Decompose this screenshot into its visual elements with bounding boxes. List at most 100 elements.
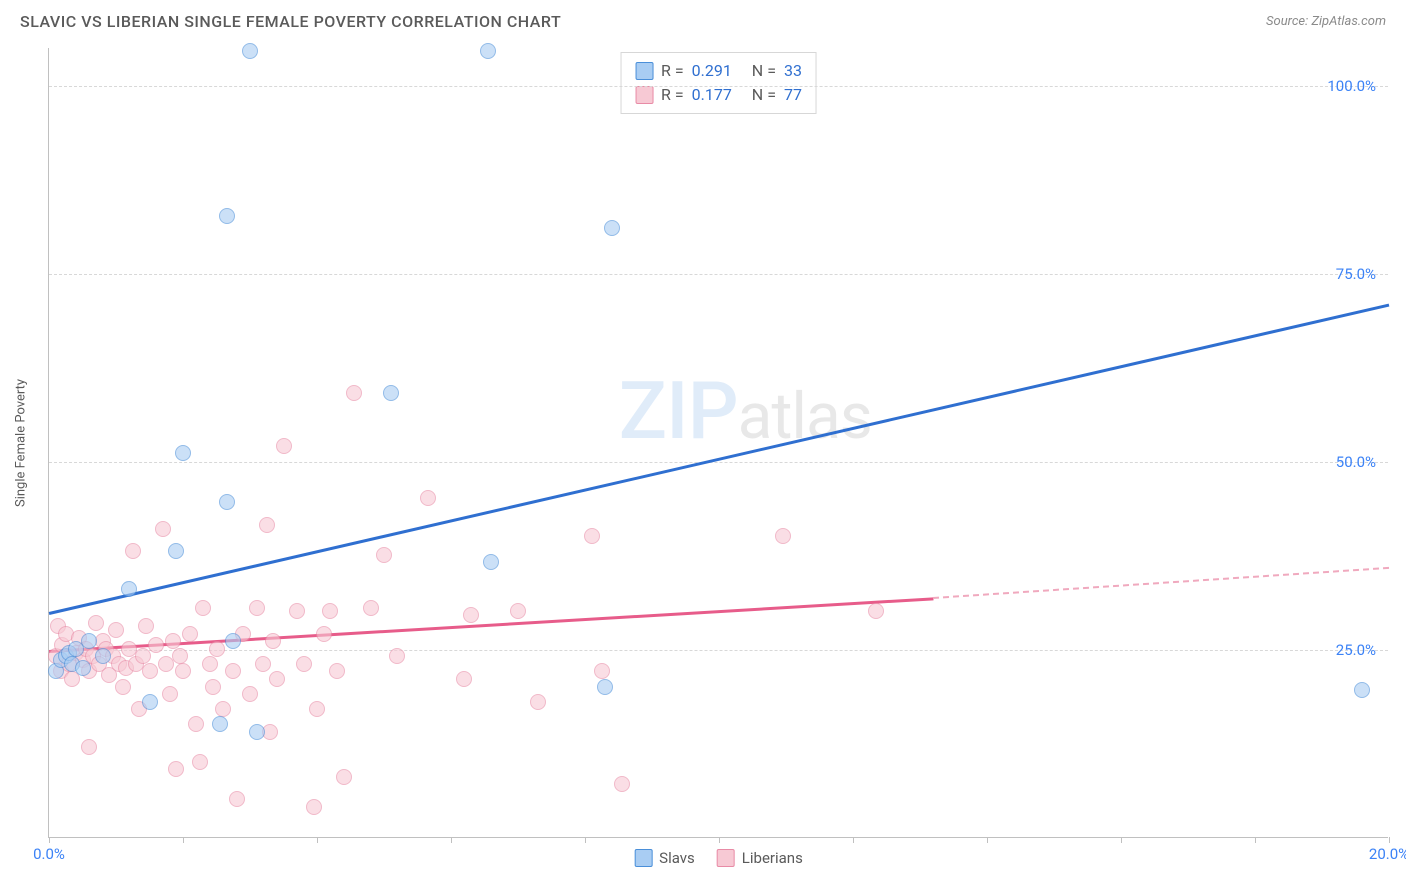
x-tick-label: 20.0% <box>1369 845 1406 863</box>
data-point-slavs <box>219 494 235 510</box>
y-tick-label: 100.0% <box>1327 77 1376 95</box>
x-tick-mark <box>853 837 854 843</box>
swatch-slavs-icon <box>635 62 653 80</box>
data-point-liberians <box>614 776 630 792</box>
legend-item-slavs: Slavs <box>634 849 695 867</box>
data-point-slavs <box>175 445 191 461</box>
data-point-slavs <box>219 208 235 224</box>
gridline <box>49 462 1388 463</box>
swatch-slavs-icon <box>634 849 652 867</box>
y-tick-label: 25.0% <box>1336 641 1376 659</box>
chart-title: SLAVIC VS LIBERIAN SINGLE FEMALE POVERTY… <box>20 12 561 31</box>
data-point-liberians <box>125 543 141 559</box>
data-point-slavs <box>383 385 399 401</box>
data-point-liberians <box>138 618 154 634</box>
data-point-liberians <box>276 438 292 454</box>
x-tick-mark <box>1121 837 1122 843</box>
data-point-liberians <box>148 637 164 653</box>
data-point-liberians <box>594 663 610 679</box>
x-tick-mark <box>585 837 586 843</box>
data-point-liberians <box>269 671 285 687</box>
legend-item-liberians: Liberians <box>717 849 803 867</box>
data-point-liberians <box>142 663 158 679</box>
data-point-slavs <box>75 660 91 676</box>
data-point-liberians <box>115 679 131 695</box>
x-tick-mark <box>719 837 720 843</box>
x-tick-mark <box>1389 837 1390 843</box>
gridline <box>49 274 1388 275</box>
data-point-liberians <box>584 528 600 544</box>
source-credit: Source: ZipAtlas.com <box>1266 14 1386 29</box>
data-point-slavs <box>142 694 158 710</box>
data-point-liberians <box>420 490 436 506</box>
data-point-liberians <box>296 656 312 672</box>
data-point-liberians <box>322 603 338 619</box>
data-point-slavs <box>225 633 241 649</box>
x-tick-mark <box>49 837 50 843</box>
data-point-liberians <box>316 626 332 642</box>
x-tick-label: 0.0% <box>33 845 65 863</box>
y-axis-label: Single Female Poverty <box>14 378 29 506</box>
data-point-slavs <box>483 554 499 570</box>
data-point-liberians <box>376 547 392 563</box>
data-point-liberians <box>175 663 191 679</box>
data-point-slavs <box>81 633 97 649</box>
watermark: ZIPatlas <box>619 364 872 458</box>
data-point-liberians <box>363 600 379 616</box>
series-legend: Slavs Liberians <box>634 849 803 867</box>
data-point-liberians <box>530 694 546 710</box>
data-point-liberians <box>229 791 245 807</box>
data-point-liberians <box>135 648 151 664</box>
swatch-liberians-icon <box>717 849 735 867</box>
chart-frame: ZIPatlas Single Female Poverty R = 0.291… <box>48 48 1388 838</box>
data-point-liberians <box>155 521 171 537</box>
correlation-legend: R = 0.291 N = 33 R = 0.177 N = 77 <box>620 52 817 114</box>
trend-line-liberians <box>49 597 934 652</box>
y-tick-label: 75.0% <box>1336 265 1376 283</box>
data-point-liberians <box>306 799 322 815</box>
data-point-liberians <box>165 633 181 649</box>
plot-area: ZIPatlas Single Female Poverty R = 0.291… <box>49 48 1388 837</box>
data-point-liberians <box>249 600 265 616</box>
data-point-liberians <box>205 679 221 695</box>
data-point-slavs <box>212 716 228 732</box>
data-point-liberians <box>182 626 198 642</box>
data-point-liberians <box>456 671 472 687</box>
swatch-liberians-icon <box>635 86 653 104</box>
trend-line-liberians-extrapolated <box>933 567 1389 599</box>
x-tick-mark <box>987 837 988 843</box>
data-point-slavs <box>168 543 184 559</box>
data-point-liberians <box>202 656 218 672</box>
data-point-liberians <box>162 686 178 702</box>
data-point-slavs <box>480 43 496 59</box>
data-point-liberians <box>775 528 791 544</box>
x-tick-mark <box>451 837 452 843</box>
data-point-liberians <box>289 603 305 619</box>
data-point-slavs <box>1354 682 1370 698</box>
x-tick-mark <box>317 837 318 843</box>
data-point-liberians <box>309 701 325 717</box>
data-point-liberians <box>265 633 281 649</box>
data-point-liberians <box>192 754 208 770</box>
data-point-liberians <box>346 385 362 401</box>
data-point-liberians <box>168 761 184 777</box>
data-point-liberians <box>463 607 479 623</box>
data-point-liberians <box>259 517 275 533</box>
data-point-slavs <box>249 724 265 740</box>
data-point-slavs <box>242 43 258 59</box>
y-tick-label: 50.0% <box>1336 453 1376 471</box>
data-point-liberians <box>215 701 231 717</box>
data-point-liberians <box>108 622 124 638</box>
data-point-liberians <box>81 739 97 755</box>
data-point-slavs <box>604 220 620 236</box>
x-tick-mark <box>1255 837 1256 843</box>
data-point-liberians <box>172 648 188 664</box>
data-point-liberians <box>255 656 271 672</box>
data-point-liberians <box>510 603 526 619</box>
data-point-liberians <box>195 600 211 616</box>
data-point-liberians <box>88 615 104 631</box>
data-point-liberians <box>242 686 258 702</box>
gridline <box>49 86 1388 87</box>
data-point-liberians <box>868 603 884 619</box>
gridline <box>49 650 1388 651</box>
